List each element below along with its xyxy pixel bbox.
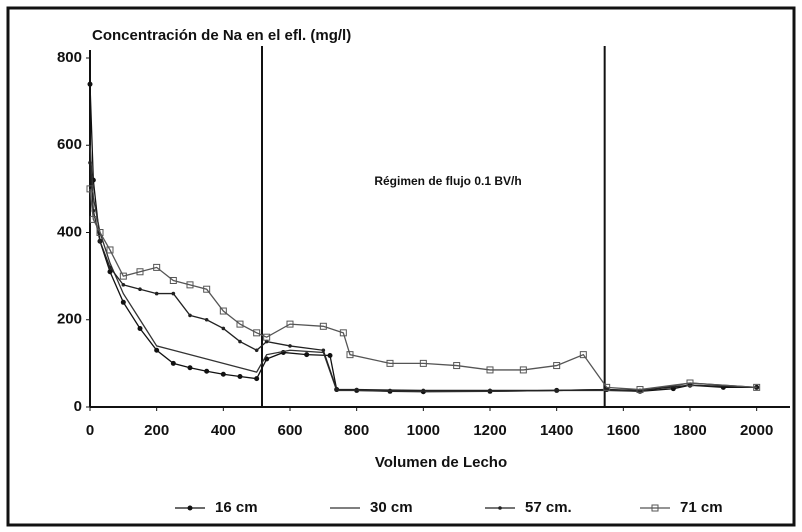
marker — [153, 263, 161, 271]
annotation: Régimen de flujo 0.1 BV/h — [374, 174, 521, 188]
x-tick-label: 1800 — [673, 422, 706, 439]
marker — [346, 351, 354, 359]
marker — [603, 383, 611, 391]
x-tick-label: 1000 — [407, 422, 440, 439]
series-line — [89, 84, 757, 393]
marker — [263, 333, 271, 341]
marker — [108, 265, 112, 270]
marker — [339, 329, 347, 337]
marker — [221, 326, 226, 331]
marker — [169, 276, 177, 284]
marker — [453, 362, 461, 370]
marker — [354, 387, 359, 392]
y-tick-label: 600 — [57, 136, 82, 153]
marker — [254, 348, 259, 353]
marker — [334, 387, 339, 392]
marker — [121, 283, 126, 287]
legend-label: 71 cm — [680, 499, 723, 516]
marker — [237, 373, 243, 379]
legend-label: 30 cm — [370, 499, 413, 516]
legend-label: 57 cm. — [525, 499, 572, 516]
marker — [419, 359, 427, 367]
marker — [754, 385, 759, 390]
x-tick-label: 0 — [86, 422, 94, 439]
x-tick-label: 800 — [344, 422, 369, 439]
marker — [753, 383, 761, 391]
marker — [203, 285, 211, 293]
legend-marker — [187, 505, 193, 511]
marker — [686, 379, 694, 387]
marker — [486, 366, 494, 374]
x-tick-label: 2000 — [740, 422, 773, 439]
marker — [319, 322, 327, 330]
x-tick-label: 1400 — [540, 422, 573, 439]
marker — [87, 81, 93, 87]
marker — [238, 339, 242, 344]
marker — [204, 368, 210, 374]
x-tick-label: 200 — [144, 422, 169, 439]
chart-title: Concentración de Na en el efl. (mg/l) — [92, 27, 351, 44]
marker — [553, 362, 561, 370]
marker — [519, 366, 527, 374]
marker — [636, 386, 644, 394]
marker — [327, 353, 333, 359]
x-tick-label: 1600 — [607, 422, 640, 439]
marker — [554, 388, 559, 393]
marker — [96, 229, 104, 236]
marker — [579, 351, 587, 359]
marker — [236, 320, 244, 328]
marker — [119, 272, 127, 280]
marker — [204, 317, 209, 322]
series-line — [89, 188, 757, 391]
marker — [89, 215, 97, 223]
y-tick-label: 0 — [74, 398, 82, 415]
y-tick-label: 400 — [57, 223, 82, 240]
marker — [170, 360, 176, 366]
marker — [304, 352, 310, 358]
x-tick-label: 400 — [211, 422, 236, 439]
marker — [86, 185, 94, 193]
marker — [253, 329, 261, 337]
marker — [107, 269, 113, 275]
marker — [154, 291, 159, 296]
marker — [171, 291, 176, 296]
marker — [321, 348, 326, 353]
marker — [154, 347, 160, 353]
marker — [186, 281, 194, 289]
marker — [286, 320, 294, 328]
marker — [137, 325, 143, 331]
y-tick-label: 200 — [57, 311, 82, 328]
marker — [98, 239, 102, 244]
marker — [421, 388, 426, 393]
x-tick-label: 600 — [277, 422, 302, 439]
legend-marker — [651, 504, 659, 512]
marker — [88, 160, 92, 165]
marker — [220, 371, 226, 377]
series-line — [89, 162, 757, 392]
marker — [219, 307, 227, 315]
marker — [136, 268, 144, 276]
marker — [120, 299, 126, 305]
marker — [138, 287, 142, 292]
marker — [488, 388, 492, 393]
marker — [187, 365, 193, 371]
marker — [188, 313, 192, 318]
marker — [288, 344, 292, 348]
legend-label: 16 cm — [215, 499, 258, 516]
x-axis-label: Volumen de Lecho — [375, 454, 507, 471]
marker — [254, 376, 260, 382]
frame — [6, 6, 796, 527]
y-tick-label: 800 — [57, 49, 82, 66]
marker — [386, 359, 394, 367]
marker — [106, 246, 114, 254]
x-tick-label: 1200 — [473, 422, 506, 439]
legend-marker — [498, 506, 502, 510]
